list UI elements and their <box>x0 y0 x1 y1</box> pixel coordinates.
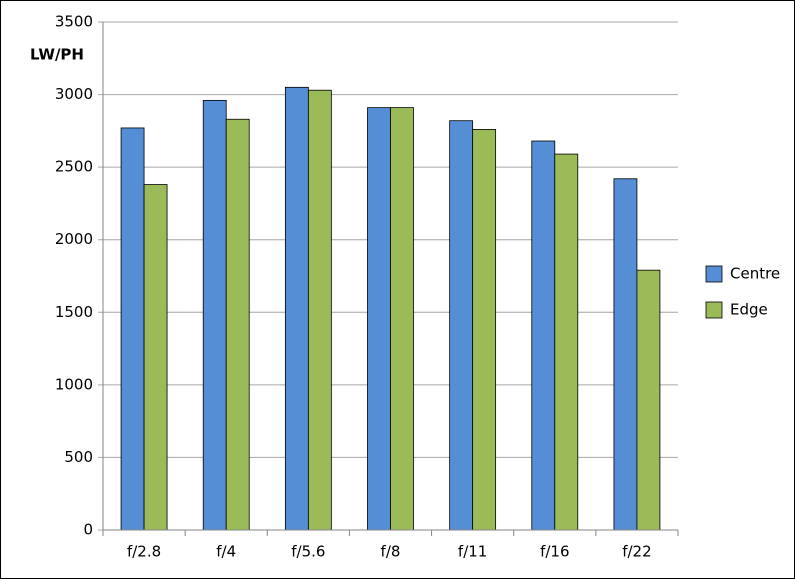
bar <box>554 153 579 531</box>
bar <box>225 118 250 531</box>
x-tick-label: f/11 <box>458 543 487 561</box>
x-tick-label: f/5.6 <box>291 543 325 561</box>
y-tick-label: 2000 <box>55 230 93 248</box>
legend-label: Centre <box>730 265 780 283</box>
y-tick-label: 0 <box>83 521 93 539</box>
bar <box>613 178 638 531</box>
y-axis-label: LW/PH <box>30 46 84 64</box>
y-tick-label: 1000 <box>55 375 93 393</box>
x-tick-label: f/22 <box>622 543 651 561</box>
legend-label: Edge <box>730 301 768 319</box>
legend-swatch <box>705 301 723 319</box>
x-tick-label: f/16 <box>540 543 569 561</box>
y-tick-label: 1500 <box>55 303 93 321</box>
x-tick-label: f/8 <box>381 543 401 561</box>
bar <box>367 107 391 531</box>
x-tick-label: f/4 <box>216 543 236 561</box>
bar <box>472 129 497 531</box>
bar <box>390 107 414 531</box>
bar <box>531 140 556 531</box>
y-tick-label: 3500 <box>55 13 93 31</box>
bar <box>449 120 474 531</box>
bar <box>120 127 145 531</box>
bar <box>284 86 309 531</box>
bar <box>307 89 332 531</box>
bar <box>202 99 227 531</box>
y-tick-label: 500 <box>64 448 93 466</box>
bar <box>143 184 168 531</box>
y-tick-label: 2500 <box>55 158 93 176</box>
x-tick-label: f/2.8 <box>127 543 161 561</box>
bar <box>636 269 661 531</box>
legend-swatch <box>705 265 723 283</box>
y-tick-label: 3000 <box>55 85 93 103</box>
